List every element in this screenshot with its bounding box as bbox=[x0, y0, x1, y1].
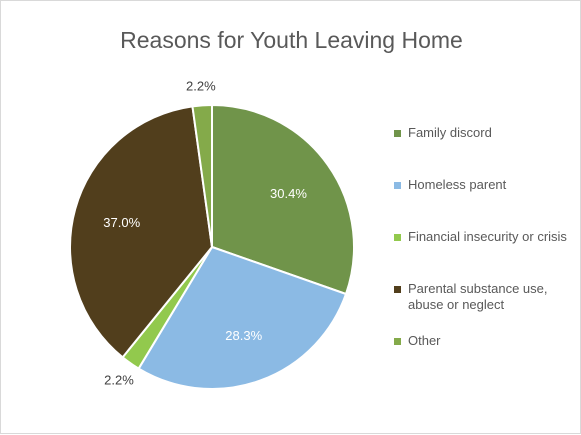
pie-slice-4 bbox=[191, 103, 213, 248]
pie-slice-0 bbox=[211, 103, 355, 296]
legend-item-0: Family discord bbox=[394, 125, 581, 141]
pie-slice-1 bbox=[137, 245, 348, 390]
legend-item-3: Parental substance use, abuse or neglect bbox=[394, 281, 581, 313]
legend-swatch bbox=[394, 286, 401, 293]
legend-item-1: Homeless parent bbox=[394, 177, 581, 193]
data-label-3: 37.0% bbox=[103, 215, 140, 230]
pie-slice-3 bbox=[69, 105, 214, 359]
legend-label: Parental substance use, abuse or neglect bbox=[408, 281, 548, 312]
legend-label: Homeless parent bbox=[408, 177, 507, 192]
legend-swatch bbox=[394, 234, 401, 241]
data-label-4: 2.2% bbox=[186, 79, 216, 94]
legend-label: Family discord bbox=[408, 125, 492, 140]
legend-swatch bbox=[394, 130, 401, 137]
legend-item-4: Other bbox=[394, 333, 581, 349]
legend-swatch bbox=[394, 338, 401, 345]
data-label-0: 30.4% bbox=[270, 186, 307, 201]
legend-label: Financial insecurity or crisis bbox=[408, 229, 567, 244]
legend-label: Other bbox=[408, 333, 441, 348]
legend-item-2: Financial insecurity or crisis bbox=[394, 229, 581, 245]
legend-swatch bbox=[394, 182, 401, 189]
data-label-1: 28.3% bbox=[225, 328, 262, 343]
chart-title: Reasons for Youth Leaving Home bbox=[120, 27, 463, 53]
data-label-2: 2.2% bbox=[104, 372, 134, 387]
